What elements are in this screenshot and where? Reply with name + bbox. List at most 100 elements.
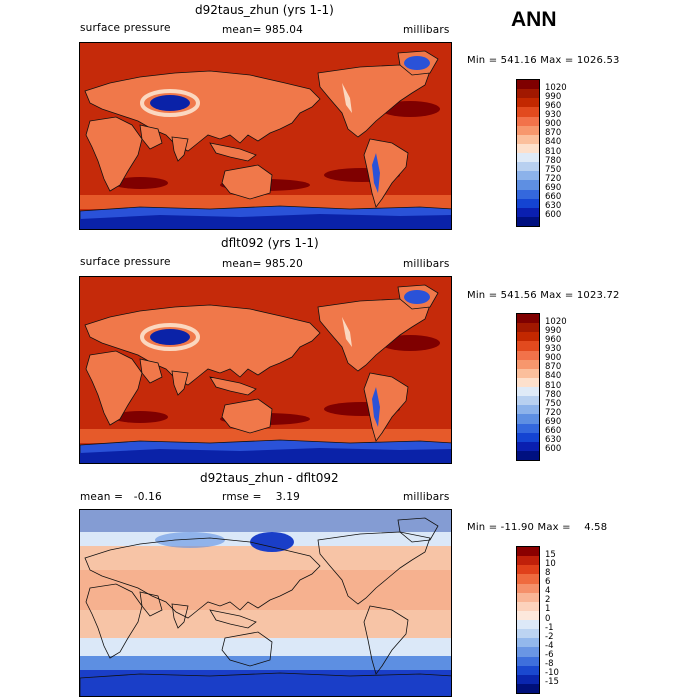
panel-3-colorbar <box>516 546 540 694</box>
colorbar-swatch <box>517 216 539 226</box>
map-coastline-australia <box>221 164 273 200</box>
colorbar-level-label: 1 <box>545 604 551 615</box>
panel-3-rmse-label: rmse = 3.19 <box>222 491 300 503</box>
colorbar-level-label: 750 <box>545 398 562 409</box>
colorbar-swatch <box>517 377 539 387</box>
colorbar-swatch <box>517 134 539 144</box>
colorbar-swatch <box>517 143 539 153</box>
colorbar-swatch <box>517 396 539 406</box>
panel-1-variable-label: surface pressure <box>80 22 171 34</box>
panel-2-map <box>79 276 452 464</box>
colorbar-swatch <box>517 629 539 639</box>
colorbar-swatch <box>517 565 539 575</box>
panel-3-mean-label: mean = -0.16 <box>80 491 162 503</box>
panel-3-minmax: Min = -11.90 Max = 4.58 <box>467 522 608 533</box>
map-antarctic-plateau <box>80 448 451 463</box>
colorbar-swatch <box>517 125 539 135</box>
colorbar-level-label: 990 <box>545 325 562 336</box>
map-coastline-africa <box>85 350 143 426</box>
colorbar-level-label: 660 <box>545 426 562 437</box>
map-andes <box>372 387 380 427</box>
colorbar-level-label: 0 <box>545 613 551 624</box>
panel-2-units-label: millibars <box>403 258 450 270</box>
colorbar-level-label: 690 <box>545 417 562 427</box>
colorbar-level-label: 780 <box>545 155 562 166</box>
map-coastline-seasia <box>209 142 257 162</box>
colorbar-level-label: 810 <box>545 380 562 391</box>
colorbar-swatch <box>517 592 539 602</box>
map-rockies <box>342 317 352 347</box>
map-coastline-australia <box>221 631 273 667</box>
colorbar-swatch <box>517 359 539 369</box>
colorbar-level-label: -8 <box>545 659 554 670</box>
colorbar-swatch <box>517 189 539 199</box>
colorbar-level-label: 870 <box>545 128 562 139</box>
colorbar-level-label: 690 <box>545 183 562 193</box>
colorbar-swatch <box>517 350 539 360</box>
panel-1-units-label: millibars <box>403 24 450 36</box>
map-rockies <box>342 83 352 113</box>
colorbar-level-label: 6 <box>545 577 551 587</box>
colorbar-level-label: 1020 <box>545 82 567 93</box>
colorbar-level-label: 930 <box>545 344 562 354</box>
colorbar-swatch <box>517 332 539 342</box>
colorbar-level-label: 2 <box>545 595 551 606</box>
colorbar-swatch <box>517 405 539 415</box>
colorbar-swatch <box>517 574 539 584</box>
map-coastline-eurasia <box>84 537 321 619</box>
colorbar-swatch <box>517 665 539 675</box>
colorbar-swatch <box>517 80 539 90</box>
map-anomaly-low <box>155 532 225 548</box>
colorbar-swatch <box>517 547 539 557</box>
map-coastline-arabia <box>139 124 163 150</box>
map-coastline-australia <box>221 398 273 434</box>
panel-1-map <box>79 42 452 230</box>
colorbar-level-label: 930 <box>545 110 562 120</box>
colorbar-swatch <box>517 450 539 460</box>
colorbar-level-label: -1 <box>545 622 554 633</box>
colorbar-level-label: 660 <box>545 192 562 203</box>
map-coastline-arabia <box>139 591 163 617</box>
map-tibetan-plateau <box>150 329 190 345</box>
panel-2-minmax: Min = 541.56 Max = 1023.72 <box>467 290 620 301</box>
colorbar-level-label: 840 <box>545 137 562 148</box>
map-coastline-africa <box>85 116 143 192</box>
map-coastline-greenland <box>397 517 439 543</box>
colorbar-level-label: 600 <box>545 210 562 221</box>
map-antarctic-plateau <box>80 214 451 229</box>
map-greenland-icesheet <box>404 56 430 70</box>
panel-2-variable-label: surface pressure <box>80 256 171 268</box>
colorbar-swatch <box>517 647 539 657</box>
colorbar-level-label: -10 <box>545 668 559 679</box>
panel-1-minmax: Min = 541.16 Max = 1026.53 <box>467 55 620 66</box>
panel-1-title: d92taus_zhun (yrs 1-1) <box>195 3 334 17</box>
map-tibetan-plateau-edge <box>140 323 200 351</box>
colorbar-swatch <box>517 198 539 208</box>
colorbar-swatch <box>517 314 539 324</box>
map-anomaly-low <box>250 532 294 552</box>
colorbar-swatch <box>517 89 539 99</box>
panel-2-colorbar <box>516 313 540 461</box>
colorbar-level-label: 780 <box>545 389 562 400</box>
map-band-midlat <box>80 570 451 610</box>
map-coastline-india <box>171 136 189 162</box>
panel-1-colorbar-labels: 1020 990 960 930 900 870 840 810 780 750 720 690 660… <box>545 79 605 227</box>
map-coastline-india <box>171 370 189 396</box>
colorbar-level-label: 8 <box>545 567 551 578</box>
map-coastline-antarctica <box>80 672 451 696</box>
panel-2-mean-label: mean= 985.20 <box>222 258 304 270</box>
colorbar-swatch <box>517 610 539 620</box>
colorbar-swatch <box>517 656 539 666</box>
map-tibetan-plateau <box>150 95 190 111</box>
map-high-pressure-cell <box>112 411 168 423</box>
colorbar-swatch <box>517 432 539 442</box>
panel-3-title: d92taus_zhun - dflt092 <box>200 471 339 485</box>
colorbar-level-label: -15 <box>545 677 559 688</box>
map-coastline-samerica <box>363 605 409 675</box>
colorbar-swatch <box>517 116 539 126</box>
colorbar-swatch <box>517 180 539 190</box>
panel-3-colorbar-labels: 15 10 8 6 4 2 1 0 -1 -2 -4 -6 -8 -10 -15 <box>545 546 605 694</box>
map-andes <box>372 153 380 193</box>
colorbar-swatch <box>517 153 539 163</box>
colorbar-level-label: 4 <box>545 586 551 597</box>
